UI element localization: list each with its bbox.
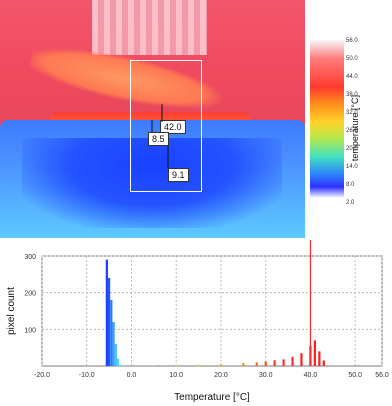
cb-tick-8: 8.0 <box>346 182 355 188</box>
hist-bar-6 <box>119 364 122 366</box>
x-tick-label-0: -20.0 <box>34 372 50 379</box>
hist-bar-13 <box>264 361 267 366</box>
hist-bar-2 <box>110 300 113 366</box>
cb-tick-2: 44.0 <box>346 74 358 80</box>
cb-tick-9: 2.0 <box>346 200 355 206</box>
x-tick-label-5: 30.0 <box>259 372 273 379</box>
colorbar-title: temperature [°C] <box>350 95 360 162</box>
marker-label-3: 9.1 <box>168 168 189 182</box>
y-tick-label-2: 300 <box>24 254 36 261</box>
thermal-dish-inner <box>22 138 282 228</box>
hist-bar-15 <box>282 359 285 366</box>
x-tick-label-2: 0.0 <box>127 372 137 379</box>
hist-bar-12 <box>255 362 258 366</box>
hist-bar-21 <box>322 360 325 366</box>
hist-bar-11 <box>242 363 245 366</box>
cb-tick-0: 56.0 <box>346 38 358 44</box>
y-axis-label: pixel count <box>6 287 17 335</box>
cb-tick-5: 26.0 <box>346 128 358 134</box>
y-tick-label-0: 100 <box>24 327 36 334</box>
x-axis-label: Temperature [°C] <box>174 392 250 403</box>
roi-rectangle[interactable] <box>130 60 202 192</box>
cb-tick-7: 14.0 <box>346 164 358 170</box>
hist-bar-17 <box>300 353 303 366</box>
cb-tick-4: 32.0 <box>346 110 358 116</box>
hist-bar-1 <box>108 278 111 366</box>
hist-bar-10 <box>219 363 223 366</box>
x-tick-label-7: 50.0 <box>348 372 362 379</box>
cb-tick-6: 20.0 <box>346 146 358 152</box>
x-tick-label-6: 40.0 <box>304 372 318 379</box>
hist-bar-0 <box>105 259 108 366</box>
hist-bar-14 <box>273 360 276 366</box>
cb-tick-1: 50.0 <box>346 56 358 62</box>
hist-bar-3 <box>112 322 115 366</box>
hist-bar-5 <box>116 358 120 366</box>
cb-tick-3: 38.0 <box>346 92 358 98</box>
thermal-image: 42.0 8.5 9.1 <box>0 0 305 238</box>
x-tick-label-8: 56.0 <box>375 372 389 379</box>
hist-bar-7 <box>152 365 155 366</box>
marker-arrows <box>151 104 169 168</box>
plot-frame <box>41 255 383 367</box>
y-tick-label-1: 200 <box>24 291 36 298</box>
hist-bar-16 <box>291 356 294 366</box>
hist-bar-9 <box>197 364 200 366</box>
colorbar <box>310 40 344 198</box>
x-tick-label-4: 20.0 <box>214 372 228 379</box>
x-tick-label-3: 10.0 <box>169 372 183 379</box>
hist-bar-19 <box>313 340 316 366</box>
marker-label-1: 42.0 <box>160 120 186 134</box>
hist-bar-4 <box>114 344 117 366</box>
hist-bar-8 <box>175 364 178 366</box>
x-tick-label-1: -10.0 <box>79 372 95 379</box>
histogram-chart: 100 200 300 -20.0 -10.0 0.0 10.0 20.0 30.0 40.0 50… <box>6 240 389 403</box>
hist-bar-20 <box>318 351 321 366</box>
marker-label-2: 8.5 <box>148 132 169 146</box>
